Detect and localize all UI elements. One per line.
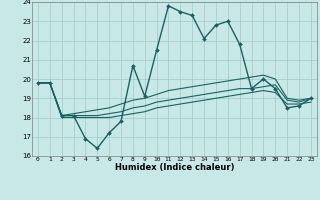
X-axis label: Humidex (Indice chaleur): Humidex (Indice chaleur) — [115, 163, 234, 172]
